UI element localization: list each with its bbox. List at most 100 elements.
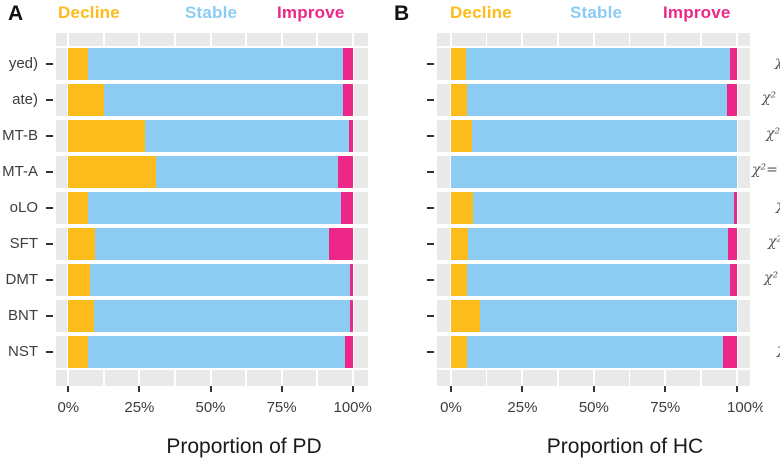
- bar-segment-improve: [726, 83, 737, 116]
- y-axis-tick: [427, 351, 434, 354]
- x-axis-tick: [450, 386, 452, 392]
- x-axis-tick: [521, 386, 524, 392]
- x-axis-label: 75%: [266, 399, 297, 416]
- bar-segment-decline: [451, 83, 467, 116]
- x-axis-label-clipped: 100%: [727, 399, 763, 416]
- bar-segment-stable: [93, 300, 350, 333]
- stacked-bar: [68, 191, 353, 224]
- y-axis-tick: [427, 206, 434, 209]
- bar-row: [437, 298, 750, 335]
- y-axis-label: MT-A: [2, 162, 38, 180]
- bar-segment-improve: [730, 47, 737, 80]
- x-axis-tick: [67, 386, 70, 392]
- y-axis-label: NST: [8, 343, 38, 361]
- major-gridline: [351, 33, 354, 386]
- stacked-bar: [68, 119, 353, 152]
- bar-row: [56, 45, 368, 82]
- bar-row: [437, 153, 750, 190]
- plot-panel-pd: [56, 33, 368, 386]
- stacked-bar: [451, 264, 737, 297]
- y-axis-label: ate): [12, 90, 38, 108]
- bar-segment-improve: [723, 336, 737, 369]
- y-axis-tick: [46, 134, 53, 137]
- x-axis-label: 25%: [124, 399, 155, 416]
- bar-segment-improve: [349, 119, 353, 152]
- y-axis-label: oLO: [9, 198, 38, 216]
- bar-segment-decline: [451, 336, 467, 369]
- y-axis-tick: [427, 243, 434, 245]
- stacked-bar: [451, 228, 737, 260]
- x-axis-label: 0%: [57, 399, 80, 416]
- x-axis-label: 50%: [578, 399, 609, 416]
- bar-segment-improve: [730, 264, 737, 297]
- bar-segment-decline: [68, 47, 89, 80]
- bar-segment-stable: [145, 119, 350, 152]
- chi-square-annotation-fragment: χ: [775, 53, 780, 71]
- y-axis-tick: [46, 98, 53, 101]
- y-axis-label: MT-B: [2, 126, 38, 144]
- stacked-bar: [68, 155, 353, 188]
- x-axis-tick: [592, 386, 595, 392]
- bar-segment-decline: [451, 191, 473, 224]
- x-axis-title-hc: Proportion of HC: [546, 435, 704, 458]
- y-axis-tick: [46, 243, 53, 245]
- y-axis-label: SFT: [9, 235, 38, 252]
- bar-row: [56, 262, 368, 299]
- bar-segment-decline: [68, 155, 157, 188]
- legend-stable-b: Stable: [570, 3, 623, 22]
- bar-segment-decline: [68, 228, 96, 260]
- bar-segment-stable: [471, 119, 737, 152]
- chi-square-annotation-fragment: χ²: [768, 234, 780, 250]
- y-axis-tick: [46, 279, 53, 282]
- y-axis-tick: [427, 170, 434, 173]
- x-axis-tick: [280, 386, 283, 392]
- bar-segment-stable: [451, 155, 737, 188]
- bar-row: [437, 81, 750, 118]
- y-axis-tick: [46, 315, 53, 318]
- bar-segment-decline: [68, 119, 146, 152]
- bar-segment-stable: [88, 47, 343, 80]
- bar-segment-improve: [342, 47, 353, 80]
- bar-segment-decline: [68, 191, 89, 224]
- bar-row: [56, 81, 368, 118]
- x-axis-tick: [351, 386, 354, 392]
- chi-square-annotation-fragment: χ: [776, 197, 780, 215]
- bar-segment-stable: [95, 228, 330, 260]
- bar-segment-improve: [341, 191, 353, 224]
- bar-row: [437, 45, 750, 82]
- panel-a-letter: A: [8, 2, 24, 25]
- y-axis-tick: [46, 206, 53, 209]
- y-axis-tick: [427, 315, 434, 318]
- stacked-bar: [451, 191, 737, 224]
- x-axis-tick: [209, 386, 212, 392]
- legend-stable-a: Stable: [185, 3, 238, 22]
- bar-segment-stable: [103, 83, 343, 116]
- stacked-bar: [68, 264, 353, 297]
- y-axis-tick: [427, 62, 434, 65]
- bar-segment-decline: [68, 336, 89, 369]
- x-axis-tick: [664, 386, 667, 392]
- bar-row: [437, 262, 750, 299]
- y-axis-label: BNT: [8, 307, 38, 325]
- bar-segment-improve: [349, 300, 353, 333]
- stacked-bar: [451, 155, 737, 188]
- bar-row: [437, 117, 750, 154]
- chi-square-annotation-fragment: χ²: [766, 125, 780, 142]
- x-axis-label: 50%: [195, 399, 226, 416]
- major-gridline: [735, 33, 738, 386]
- x-axis-tick: [138, 386, 141, 392]
- bar-segment-stable: [466, 83, 727, 116]
- bar-segment-stable: [466, 47, 731, 80]
- bar-segment-improve: [345, 336, 353, 369]
- stacked-bar: [451, 47, 737, 80]
- bar-segment-stable: [156, 155, 339, 188]
- legend-improve-a: Improve: [277, 3, 345, 22]
- bar-row: [56, 226, 368, 262]
- plot-panel-hc: [437, 33, 750, 386]
- x-axis-label: 75%: [650, 399, 681, 416]
- y-axis-label: DMT: [5, 271, 39, 289]
- bar-segment-improve: [733, 191, 737, 224]
- y-axis-tick: [46, 62, 53, 65]
- bar-row: [437, 189, 750, 226]
- stacked-bar: [451, 336, 737, 369]
